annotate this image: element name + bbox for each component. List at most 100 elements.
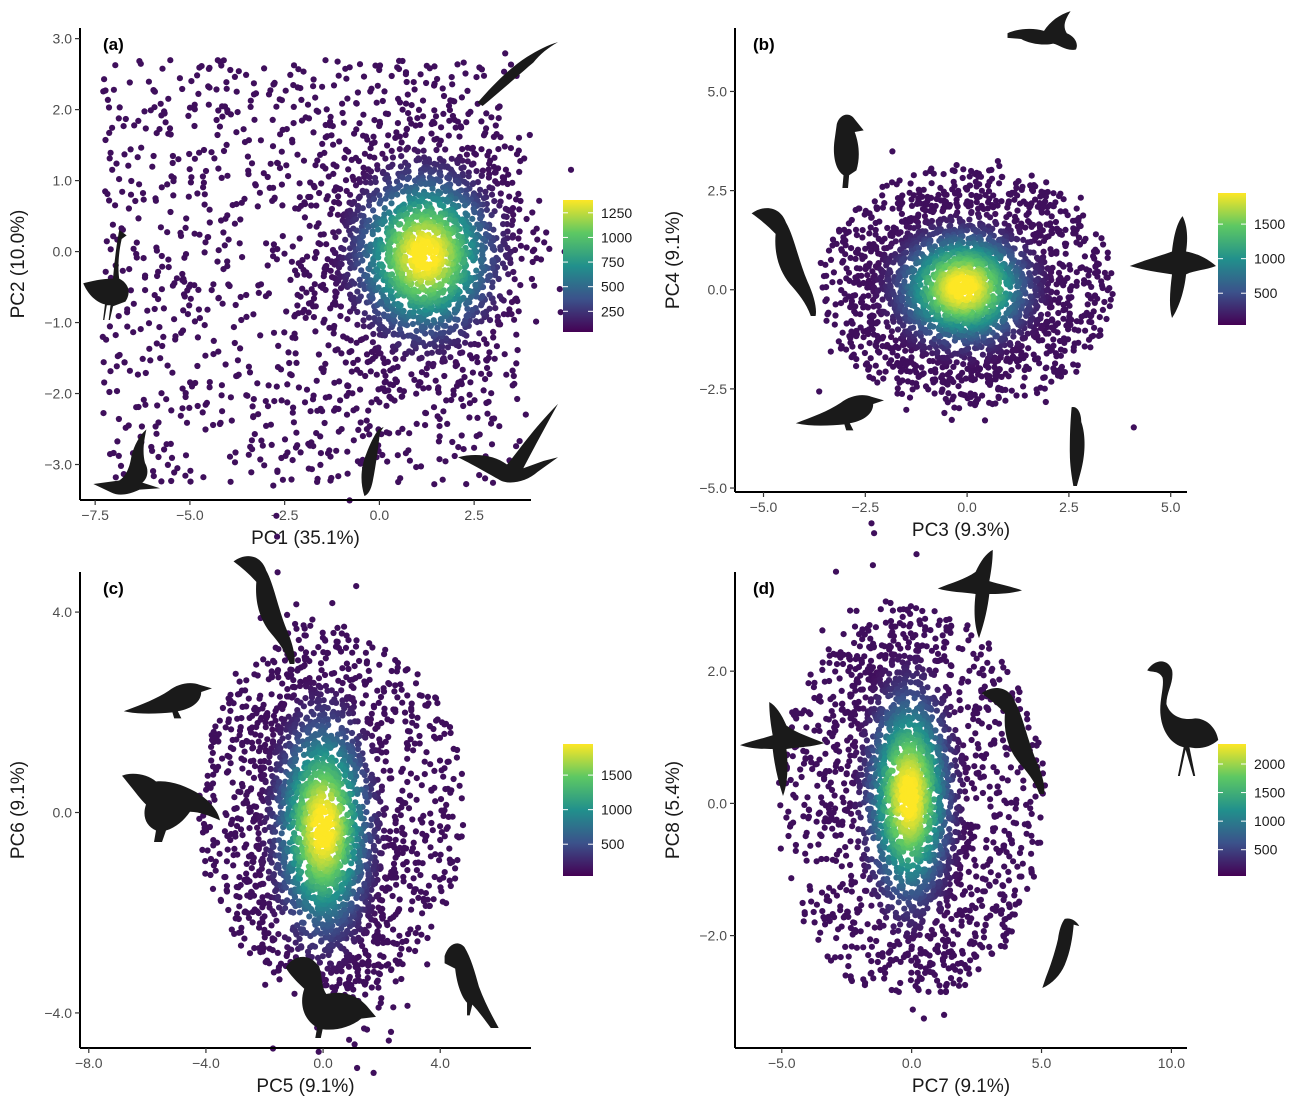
scatter-point <box>418 71 424 77</box>
scatter-point <box>488 390 494 396</box>
scatter-point <box>205 234 211 240</box>
scatter-point <box>214 132 220 138</box>
scatter-point <box>335 193 341 199</box>
scatter-point <box>486 292 492 298</box>
scatter-point <box>183 215 189 221</box>
scatter-point <box>1065 212 1071 218</box>
scatter-point <box>492 178 498 184</box>
scatter-point <box>1056 193 1062 199</box>
scatter-point <box>464 88 470 94</box>
scatter-point <box>899 294 905 300</box>
scatter-point <box>949 417 955 423</box>
scatter-point <box>183 251 189 257</box>
scatter-point <box>374 396 380 402</box>
scatter-point <box>529 209 535 215</box>
scatter-point <box>1057 338 1063 344</box>
scatter-point <box>224 258 230 264</box>
scatter-point <box>195 91 201 97</box>
scatter-point <box>109 125 115 131</box>
scatter-point <box>444 421 450 427</box>
scatter-point <box>355 427 361 433</box>
scatter-point <box>306 309 312 315</box>
scatter-point <box>124 306 130 312</box>
scatter-point <box>893 238 899 244</box>
scatter-point <box>165 257 171 263</box>
scatter-point <box>334 290 340 296</box>
scatter-point <box>343 359 349 365</box>
scatter-point <box>200 173 206 179</box>
scatter-point <box>367 174 373 180</box>
scatter-point <box>342 237 348 243</box>
scatter-point <box>197 315 203 321</box>
scatter-point <box>168 131 174 137</box>
scatter-point <box>458 125 464 131</box>
scatter-point <box>186 194 192 200</box>
scatter-point <box>1039 210 1045 216</box>
scatter-point <box>114 388 120 394</box>
scatter-point <box>183 390 189 396</box>
scatter-point <box>237 240 243 246</box>
scatter-point <box>924 270 930 276</box>
scatter-point <box>395 120 401 126</box>
scatter-point <box>440 477 446 483</box>
scatter-point <box>457 350 463 356</box>
scatter-point <box>314 378 320 384</box>
scatter-point <box>114 363 120 369</box>
scatter-point <box>446 118 452 124</box>
scatter-point <box>862 350 868 356</box>
scatter-point <box>232 221 238 227</box>
colorbar-tick-label: 1000 <box>601 229 632 245</box>
scatter-point <box>440 408 446 414</box>
scatter-point <box>280 477 286 483</box>
scatter-point <box>400 189 406 195</box>
scatter-point <box>353 405 359 411</box>
scatter-point <box>381 368 387 374</box>
scatter-point <box>911 172 917 178</box>
scatter-point <box>335 473 341 479</box>
scatter-point <box>257 456 263 462</box>
scatter-point <box>832 312 838 318</box>
scatter-point <box>473 268 479 274</box>
scatter-point <box>496 203 502 209</box>
scatter-point <box>414 328 420 334</box>
scatter-point <box>1006 191 1012 197</box>
scatter-point <box>411 79 417 85</box>
scatter-point <box>345 383 351 389</box>
scatter-point <box>160 334 166 340</box>
scatter-point <box>1003 310 1009 316</box>
scatter-point <box>1110 291 1116 297</box>
scatter-point <box>302 201 308 207</box>
scatter-point <box>292 331 298 337</box>
scatter-point <box>104 191 110 197</box>
scatter-point <box>146 79 152 85</box>
scatter-point <box>884 311 890 317</box>
scatter-point <box>167 209 173 215</box>
scatter-point <box>411 377 417 383</box>
scatter-point <box>1059 364 1065 370</box>
scatter-point <box>503 372 509 378</box>
scatter-point <box>318 180 324 186</box>
scatter-point <box>322 57 328 63</box>
scatter-point <box>482 376 488 382</box>
scatter-point <box>968 390 974 396</box>
scatter-point <box>461 446 467 452</box>
scatter-point <box>408 371 414 377</box>
scatter-point <box>862 254 868 260</box>
scatter-point <box>858 273 864 279</box>
scatter-point <box>843 347 849 353</box>
scatter-point <box>106 197 112 203</box>
scatter-point <box>947 369 953 375</box>
scatter-point <box>530 248 536 254</box>
y-axis-title: PC2 (10.0%) <box>8 210 29 319</box>
scatter-point <box>202 191 208 197</box>
scatter-point <box>486 349 492 355</box>
scatter-point <box>1070 230 1076 236</box>
scatter-point <box>308 439 314 445</box>
scatter-point <box>217 124 223 130</box>
scatter-point <box>123 116 129 122</box>
scatter-point <box>471 445 477 451</box>
scatter-point <box>471 397 477 403</box>
scatter-point <box>1022 393 1028 399</box>
scatter-point <box>323 287 329 293</box>
scatter-point <box>339 426 345 432</box>
